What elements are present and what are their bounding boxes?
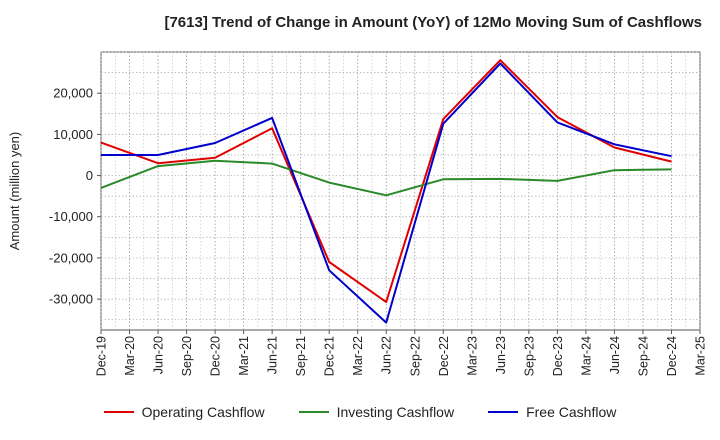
y-axis-label: Amount (million yen) (7, 132, 22, 251)
legend-item-free: Free Cashflow (488, 404, 616, 420)
chart-title: [7613] Trend of Change in Amount (YoY) o… (164, 14, 702, 31)
y-tick-label: 0 (86, 168, 93, 183)
series-line-operating-cashflow (100, 59, 672, 303)
legend: Operating Cashflow Investing Cashflow Fr… (0, 404, 720, 420)
x-tick-label: Mar-25 (694, 336, 708, 376)
x-tick-label: Mar-23 (465, 336, 479, 376)
x-tick-label: Jun-20 (152, 336, 166, 374)
y-tick-label: 10,000 (53, 127, 93, 142)
legend-item-operating: Operating Cashflow (103, 404, 265, 420)
x-tick-label: Sep-23 (522, 336, 536, 376)
y-tick-label: -20,000 (49, 250, 93, 265)
x-tick-label: Dec-20 (209, 336, 223, 376)
y-tick-label: -30,000 (49, 292, 93, 307)
x-tick-label: Mar-20 (123, 336, 137, 376)
legend-label-investing: Investing Cashflow (336, 404, 455, 420)
x-tick-label: Mar-24 (579, 336, 593, 376)
x-tick-label: Jun-21 (266, 336, 280, 374)
series-line-free-cashflow (101, 62, 672, 324)
series-line-investing-cashflow (100, 159, 672, 197)
x-tick-label: Dec-24 (665, 336, 679, 376)
y-tick-label: 20,000 (53, 86, 93, 101)
x-tick-label: Jun-24 (608, 336, 622, 374)
legend-label-operating: Operating Cashflow (141, 404, 265, 420)
x-tick-label: Dec-21 (323, 336, 337, 376)
x-tick-label: Sep-20 (180, 336, 194, 376)
x-tick-label: Mar-21 (237, 336, 251, 376)
legend-item-investing: Investing Cashflow (298, 404, 455, 420)
x-tick-label: Sep-22 (408, 336, 422, 376)
x-tick-label: Jun-23 (494, 336, 508, 374)
legend-swatch-operating (103, 411, 134, 413)
x-tick-label: Jun-22 (380, 336, 394, 374)
legend-swatch-free (488, 411, 519, 413)
axis-layer: -30,000 -20,000 -10,000 0 10,000 20,000 Dec-19… (49, 86, 708, 377)
series-layer (100, 59, 672, 324)
x-tick-label: Dec-19 (95, 336, 109, 376)
legend-label-free: Free Cashflow (526, 404, 617, 420)
x-tick-label: Mar-22 (351, 336, 365, 376)
y-tick-label: -10,000 (49, 209, 93, 224)
legend-swatch-investing (298, 411, 329, 413)
x-tick-label: Sep-24 (636, 336, 650, 376)
x-tick-label: Sep-21 (294, 336, 308, 376)
grid-layer (100, 51, 701, 331)
x-tick-label: Dec-22 (437, 336, 451, 376)
x-tick-label: Dec-23 (551, 336, 565, 376)
